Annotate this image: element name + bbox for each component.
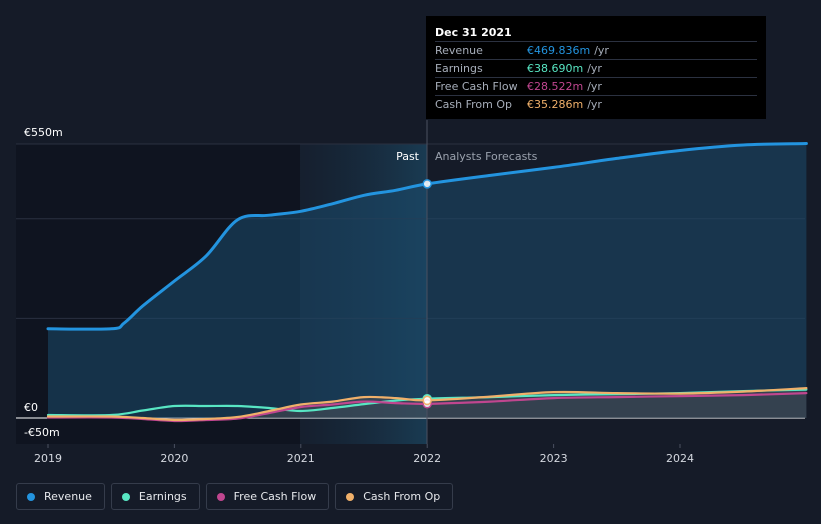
legend: Revenue Earnings Free Cash Flow Cash Fro… [16,483,454,510]
tooltip-row-revenue: Revenue €469.836m /yr [435,41,757,59]
tooltip: Dec 31 2021 Revenue €469.836m /yr Earnin… [426,16,766,119]
tooltip-value: €35.286m [527,98,584,111]
legend-revenue[interactable]: Revenue [16,483,105,510]
legend-dot-icon [216,492,225,501]
x-tick-label: 2023 [540,452,568,465]
tooltip-label: Cash From Op [435,98,513,111]
y-label-bottom: -€50m [24,426,60,439]
legend-dot-icon [27,492,35,501]
tooltip-label: Revenue [435,44,483,57]
x-tick-label: 2024 [666,452,694,465]
legend-label: Free Cash Flow [233,490,317,503]
legend-dot-icon [346,492,355,501]
legend-label: Earnings [138,490,187,503]
legend-cash-from-op[interactable]: Cash From Op [335,483,454,510]
x-tick-label: 2022 [413,452,441,465]
tooltip-unit: /yr [587,98,602,111]
tooltip-row-fcf: Free Cash Flow €28.522m /yr [435,77,757,95]
tooltip-row-cfo: Cash From Op €35.286m /yr [435,95,757,113]
legend-label: Cash From Op [363,490,441,503]
forecast-label: Analysts Forecasts [435,150,538,163]
legend-earnings[interactable]: Earnings [110,483,200,510]
legend-free-cash-flow[interactable]: Free Cash Flow [205,483,330,510]
tooltip-value: €469.836m [527,44,591,57]
tooltip-label: Free Cash Flow [435,80,518,93]
legend-label: Revenue [44,490,92,503]
past-label: Past [396,150,420,163]
tooltip-unit: /yr [594,44,609,57]
tooltip-row-earnings: Earnings €38.690m /yr [435,59,757,77]
x-tick-label: 2020 [160,452,188,465]
tooltip-unit: /yr [587,80,602,93]
legend-dot-icon [121,492,130,501]
tooltip-value: €38.690m [527,62,584,75]
x-tick-label: 2021 [287,452,315,465]
cash-from-op-line [46,387,808,422]
cash-from-op-marker [422,395,432,406]
revenue-line [46,142,808,331]
x-tick-label: 2019 [34,452,62,465]
tooltip-label: Earnings [435,62,483,75]
tooltip-unit: /yr [587,62,602,75]
tooltip-value: €28.522m [527,80,584,93]
tooltip-date: Dec 31 2021 [435,26,512,39]
revenue-marker [422,179,432,189]
y-label-top: €550m [24,126,63,139]
y-label-zero: €0 [24,401,38,414]
